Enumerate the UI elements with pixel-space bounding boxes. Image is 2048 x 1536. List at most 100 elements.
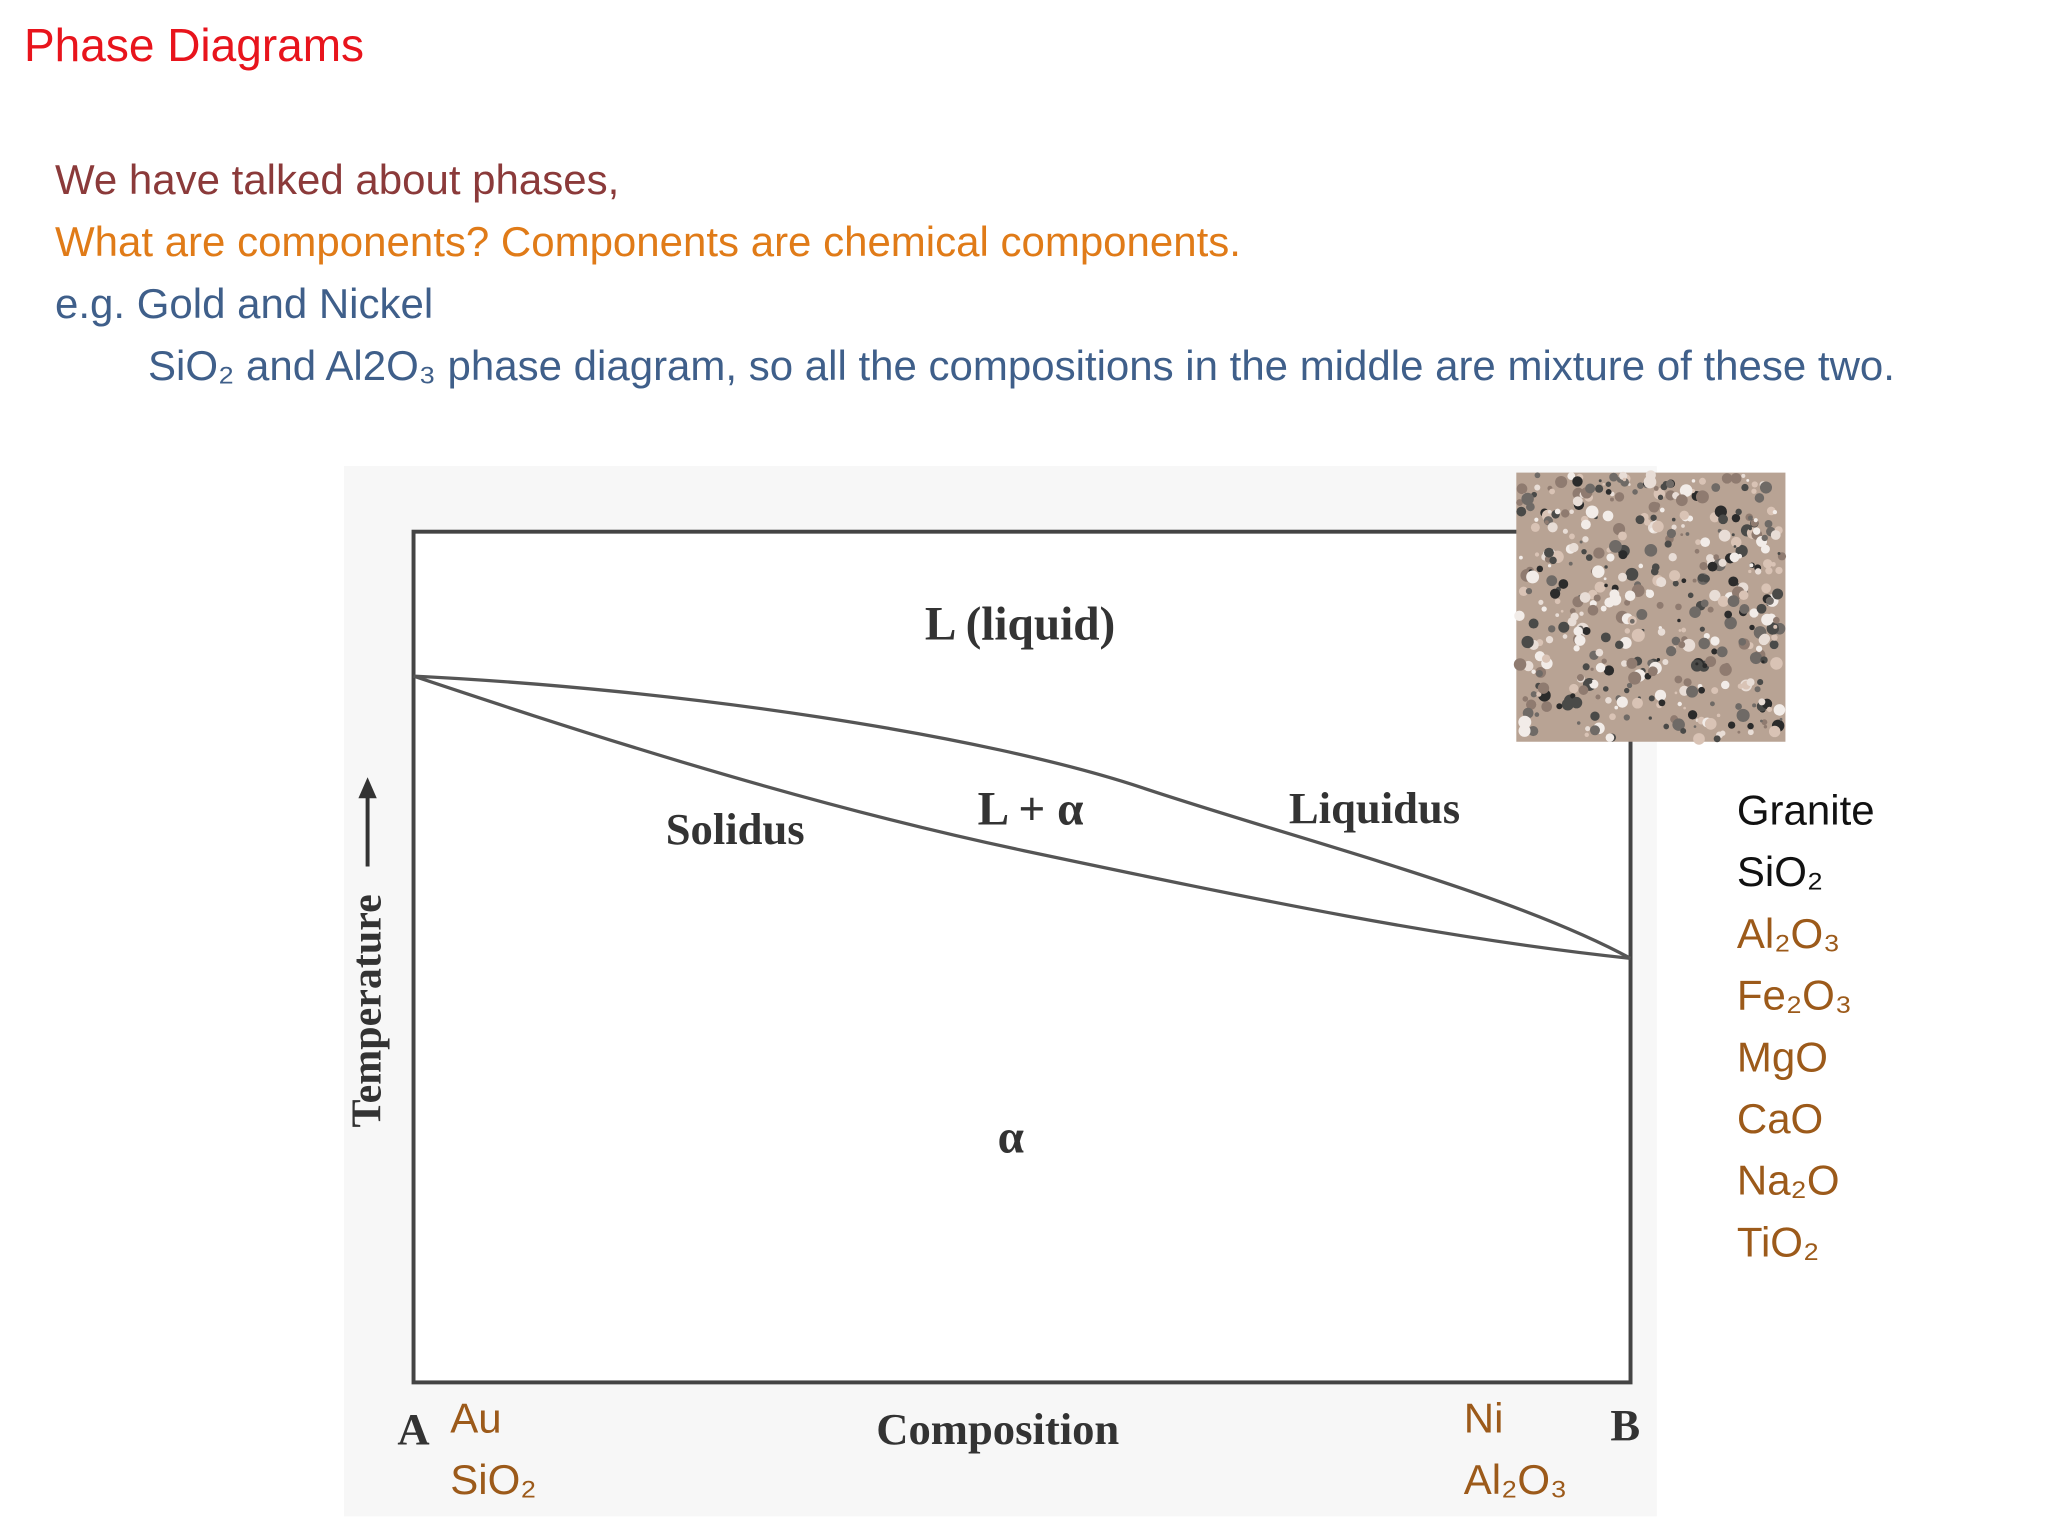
- speckle: [1699, 561, 1708, 571]
- curve-label: Liquidus: [1289, 783, 1460, 833]
- speckle: [1555, 613, 1560, 618]
- x-axis-label: Composition: [876, 1404, 1119, 1454]
- speckle: [1514, 610, 1525, 622]
- speckle: [1703, 632, 1710, 640]
- speckle: [1675, 494, 1688, 507]
- speckle: [1569, 608, 1576, 614]
- speckle: [1659, 507, 1665, 513]
- speckle: [1530, 522, 1540, 532]
- speckle: [1593, 547, 1605, 559]
- speckle: [1727, 595, 1740, 607]
- speckle: [1521, 635, 1534, 649]
- speckle: [1674, 691, 1678, 695]
- speckle: [1582, 536, 1589, 543]
- speckle: [1628, 671, 1642, 685]
- component-label: Au: [450, 1394, 501, 1441]
- speckle: [1674, 675, 1683, 684]
- speckle: [1632, 697, 1643, 709]
- speckle: [1636, 609, 1648, 620]
- speckle: [1558, 579, 1569, 589]
- speckle: [1605, 697, 1612, 704]
- speckle: [1686, 685, 1699, 698]
- speckle: [1519, 555, 1523, 560]
- speckle: [1730, 536, 1742, 548]
- speckle: [1695, 490, 1709, 504]
- speckle: [1663, 723, 1670, 730]
- speckle: [1626, 657, 1638, 669]
- speckle: [1695, 539, 1701, 545]
- speckle: [1609, 472, 1619, 482]
- speckle: [1698, 686, 1705, 694]
- speckle: [1747, 515, 1753, 521]
- speckle: [1568, 561, 1573, 566]
- speckle: [1615, 640, 1624, 650]
- speckle: [1772, 588, 1784, 600]
- speckle: [1585, 554, 1593, 561]
- liquidus-curve: [413, 674, 1632, 960]
- speckle: [1570, 693, 1576, 699]
- speckle: [1680, 728, 1687, 734]
- speckle: [1541, 606, 1547, 612]
- speckle: [1585, 505, 1599, 519]
- speckle: [1713, 735, 1721, 743]
- speckle: [1593, 594, 1601, 602]
- speckle: [1656, 601, 1664, 609]
- speckle: [1595, 484, 1604, 493]
- speckle: [1525, 587, 1533, 595]
- speckle: [1578, 685, 1589, 695]
- speckle: [1702, 663, 1708, 669]
- speckle: [1685, 532, 1690, 536]
- speckle: [1751, 481, 1758, 488]
- axis-arrowhead: [358, 777, 377, 799]
- speckle: [1737, 730, 1741, 734]
- speckle: [1757, 679, 1764, 686]
- speckle: [1718, 514, 1728, 525]
- speckle: [1761, 660, 1765, 664]
- speckle: [1770, 657, 1783, 670]
- speckle: [1759, 481, 1773, 494]
- speckle: [1584, 732, 1589, 738]
- speckle: [1624, 628, 1631, 634]
- speckle: [1582, 626, 1591, 636]
- speckle: [1716, 713, 1721, 718]
- speckle: [1579, 611, 1584, 616]
- speckle: [1516, 499, 1523, 506]
- speckle: [1618, 550, 1628, 560]
- speckle: [1526, 570, 1540, 584]
- speckle: [1585, 483, 1596, 494]
- speckle: [1748, 569, 1752, 574]
- speckle: [1534, 517, 1539, 522]
- speckle: [1644, 543, 1658, 557]
- speckle: [1558, 621, 1570, 633]
- speckle: [1748, 526, 1752, 531]
- speckle: [1752, 703, 1757, 708]
- speckle: [1671, 524, 1677, 530]
- speckle: [1680, 533, 1684, 537]
- component-label: Al₂O₃: [1464, 1456, 1567, 1503]
- speckle: [1768, 725, 1781, 738]
- speckle: [1614, 492, 1625, 502]
- speckle: [1530, 691, 1537, 698]
- speckle: [1711, 483, 1721, 492]
- speckle: [1595, 662, 1606, 673]
- speckle: [1687, 592, 1694, 599]
- speckle: [1699, 626, 1705, 632]
- speckle: [1700, 537, 1711, 548]
- speckle: [1656, 577, 1667, 588]
- speckle: [1677, 701, 1682, 707]
- speckle: [1573, 645, 1580, 652]
- granite-component: MgO: [1737, 1033, 1828, 1080]
- region-label: α: [998, 1112, 1024, 1164]
- speckle: [1761, 534, 1768, 542]
- speckle: [1771, 634, 1778, 641]
- speckle: [1620, 477, 1630, 487]
- speckle: [1695, 662, 1699, 666]
- speckle: [1618, 572, 1627, 582]
- speckle: [1528, 618, 1539, 629]
- speckle: [1741, 473, 1746, 478]
- speckle: [1759, 633, 1771, 644]
- speckle: [1609, 539, 1622, 553]
- speckle: [1589, 725, 1600, 736]
